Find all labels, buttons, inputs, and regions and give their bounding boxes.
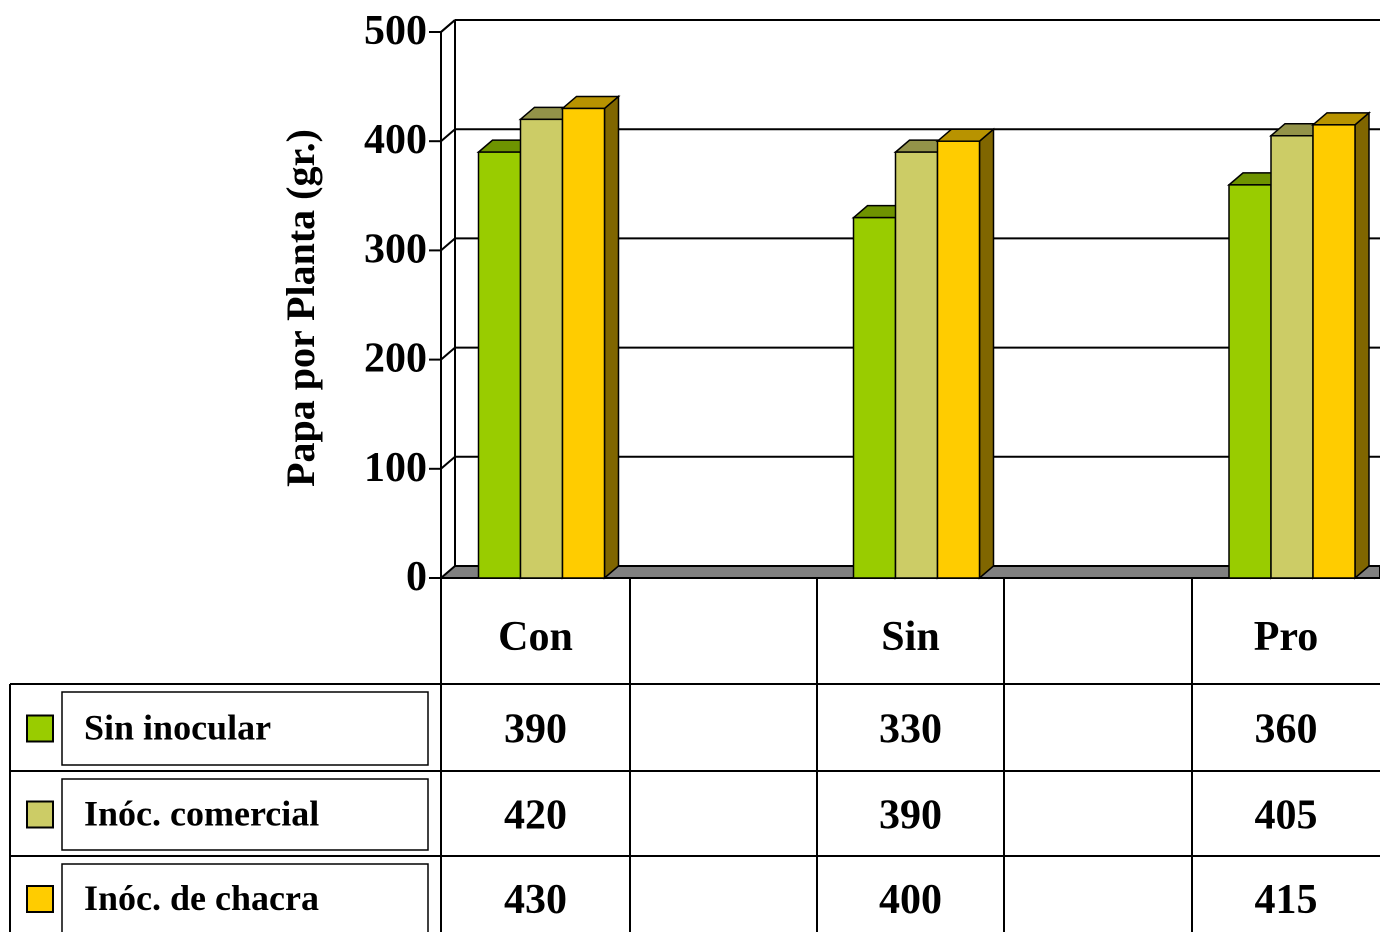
gridline-connector (440, 346, 456, 361)
bar-front (561, 107, 606, 579)
data-label: 390 (879, 793, 942, 839)
data-table: Con Sin Pro Sin inocular 390 330 360 Inóc. come… (9, 578, 1380, 932)
bar-in-c-de-chacra-con (560, 94, 621, 580)
data-label: 405 (1255, 793, 1318, 839)
gridline-connector (440, 128, 456, 142)
legend-label-box (61, 863, 429, 932)
category-label: Con (498, 614, 573, 660)
bar-side (1354, 111, 1370, 580)
legend-swatch (26, 800, 54, 829)
legend-swatch (26, 885, 54, 913)
bar-side (978, 127, 995, 580)
y-tick-label: 400 (364, 117, 427, 163)
legend-label: Inóc. comercial (84, 794, 319, 834)
y-axis-label: Papa por Planta (gr.) (278, 129, 323, 487)
y-tick-label: 300 (364, 226, 427, 272)
bars (476, 94, 1372, 580)
bar-front (936, 140, 981, 579)
y-tick-label: 100 (364, 445, 427, 491)
bar-front (852, 216, 897, 579)
data-label: 360 (1255, 707, 1318, 753)
bar-front (519, 118, 564, 579)
y-tick-label: 200 (364, 336, 427, 382)
legend-swatch (26, 714, 54, 743)
gridline-connector (440, 456, 456, 470)
legend-label: Sin inocular (84, 708, 271, 748)
y-tick-label: 500 (364, 8, 427, 54)
data-label: 420 (504, 793, 567, 839)
legend-label: Inóc. de chacra (84, 878, 319, 918)
data-label: 400 (879, 877, 942, 923)
y-tick-label: 0 (406, 554, 427, 600)
category-label: Sin (881, 614, 939, 660)
data-label: 430 (504, 877, 567, 923)
bar-front (1270, 134, 1314, 579)
data-label: 415 (1255, 877, 1318, 923)
bar-front (894, 151, 939, 579)
bar-front (1228, 184, 1272, 579)
bar-front (1312, 124, 1356, 579)
gridline-connector (440, 19, 456, 33)
data-label: 330 (879, 707, 942, 753)
bar-front (477, 151, 522, 579)
y-axis: 0 100 200 300 400 500 (364, 8, 442, 600)
gridline-connector (440, 237, 456, 252)
bar-in-c-de-chacra-pro (1310, 111, 1372, 580)
bar-in-c-de-chacra-sin (935, 127, 996, 580)
legend-label-box (61, 778, 429, 851)
data-label: 390 (504, 707, 567, 753)
bar-side (603, 94, 620, 580)
legend-label-box (61, 691, 429, 766)
category-label: Pro (1254, 614, 1319, 660)
